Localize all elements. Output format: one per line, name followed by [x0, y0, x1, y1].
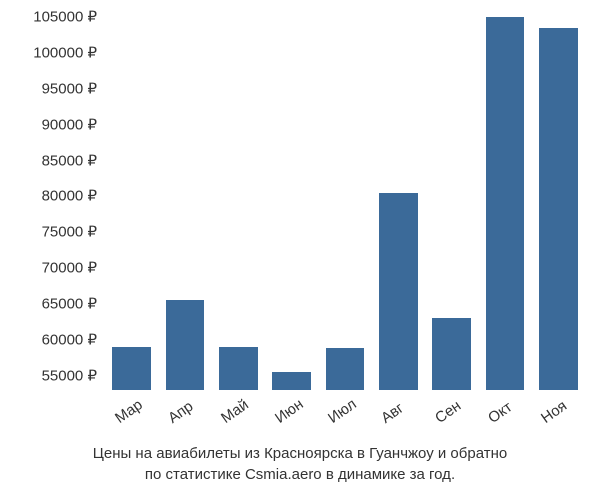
x-tick-label: Апр — [165, 398, 196, 427]
y-tick-label: 95000 ₽ — [0, 81, 97, 96]
caption-line-2: по статистике Csmia.aero в динамике за г… — [0, 464, 600, 485]
y-tick-label: 60000 ₽ — [0, 332, 97, 347]
y-tick-label: 85000 ₽ — [0, 153, 97, 168]
bar — [326, 348, 364, 390]
bar — [166, 300, 204, 390]
y-tick-label: 75000 ₽ — [0, 225, 97, 240]
x-tick-label: Ноя — [538, 397, 570, 427]
y-tick-label: 55000 ₽ — [0, 368, 97, 383]
x-tick-label: Окт — [485, 398, 515, 426]
x-tick-label: Май — [218, 396, 252, 427]
y-tick-label: 100000 ₽ — [0, 46, 97, 61]
x-tick-label: Мар — [112, 396, 146, 427]
x-tick-label: Сен — [432, 397, 464, 427]
y-axis: 55000 ₽ 60000 ₽ 65000 ₽ 70000 ₽ 75000 ₽ 80000… — [0, 10, 105, 390]
x-tick-label: Июн — [272, 396, 307, 427]
y-tick-label: 80000 ₽ — [0, 189, 97, 204]
bar — [539, 28, 577, 390]
bar — [219, 347, 257, 390]
x-tick-label: Авг — [378, 400, 407, 427]
price-chart: 55000 ₽ 60000 ₽ 65000 ₽ 70000 ₽ 75000 ₽ 80000… — [0, 0, 600, 500]
bar — [486, 17, 524, 390]
y-tick-label: 70000 ₽ — [0, 261, 97, 276]
y-tick-label: 105000 ₽ — [0, 10, 97, 25]
y-tick-label: 65000 ₽ — [0, 296, 97, 311]
y-tick-label: 90000 ₽ — [0, 117, 97, 132]
x-axis: Мар Апр Май Июн Июл Авг Сен Окт Ноя — [105, 395, 585, 435]
bar — [432, 318, 470, 390]
plot-area — [105, 10, 585, 390]
bar — [272, 372, 310, 390]
bar — [379, 193, 417, 390]
x-tick-label: Июл — [325, 396, 360, 427]
bar — [112, 347, 150, 390]
chart-caption: Цены на авиабилеты из Красноярска в Гуан… — [0, 443, 600, 485]
caption-line-1: Цены на авиабилеты из Красноярска в Гуан… — [0, 443, 600, 464]
